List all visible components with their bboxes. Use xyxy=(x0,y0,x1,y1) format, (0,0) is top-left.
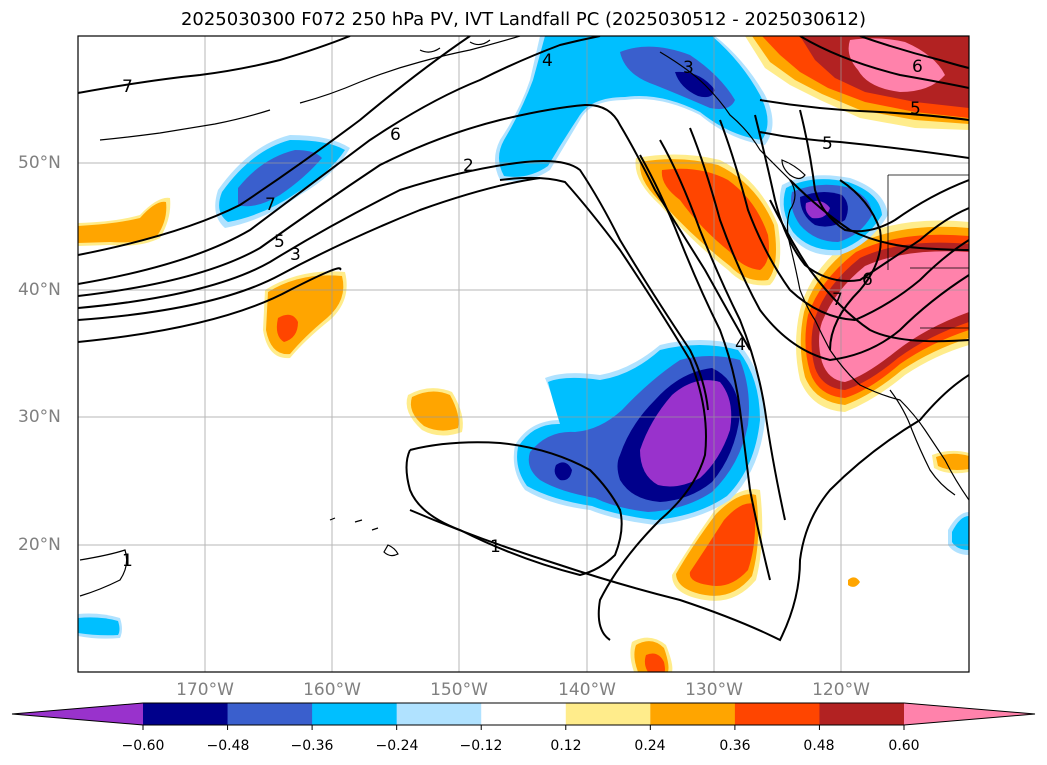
colorbar-tick: 0.36 xyxy=(719,738,751,754)
contour-label: 1 xyxy=(122,551,133,571)
lon-label-140w: 140°W xyxy=(558,680,616,700)
colorbar-tick: 0.12 xyxy=(550,738,582,754)
colorbar-segment xyxy=(819,703,905,725)
contour-label: 4 xyxy=(735,335,746,355)
contour-label: 3 xyxy=(290,245,301,265)
colorbar-segment xyxy=(312,703,398,725)
colorbar-tick: −0.36 xyxy=(290,738,334,754)
contour-label: 6 xyxy=(390,125,401,145)
filled-anomaly-layer xyxy=(78,36,969,672)
colorbar-tick: −0.12 xyxy=(459,738,503,754)
lon-label-170w: 170°W xyxy=(176,680,234,700)
lon-label-160w: 160°W xyxy=(303,680,361,700)
colorbar-tick: 0.24 xyxy=(634,738,666,754)
colorbar-segment xyxy=(481,703,567,725)
contour-label: 5 xyxy=(822,134,833,154)
colorbar xyxy=(11,702,1036,730)
lon-label-120w: 120°W xyxy=(812,680,870,700)
contour-label: 5 xyxy=(910,99,921,119)
colorbar-tick: −0.48 xyxy=(206,738,250,754)
lat-label-40n: 40°N xyxy=(18,280,61,300)
colorbar-segment xyxy=(12,703,143,725)
contour-labels: 7 6 2 4 3 5 7 5 3 1 1 6 5 6 7 4 xyxy=(122,51,923,571)
colorbar-tick: 0.48 xyxy=(803,738,835,754)
contour-lines xyxy=(78,36,969,642)
contour-label: 4 xyxy=(542,51,553,71)
lon-label-130w: 130°W xyxy=(685,680,743,700)
lat-label-50n: 50°N xyxy=(18,153,61,173)
map-frame xyxy=(77,35,970,673)
contour-label: 1 xyxy=(490,537,501,557)
colorbar-segment xyxy=(565,703,651,725)
colorbar-tick: 0.60 xyxy=(888,738,920,754)
colorbar-segment xyxy=(904,703,1035,725)
colorbar-segment xyxy=(396,703,482,725)
lat-label-20n: 20°N xyxy=(18,535,61,555)
contour-label: 5 xyxy=(274,232,285,252)
colorbar-tick: −0.24 xyxy=(375,738,419,754)
contour-label: 6 xyxy=(862,270,873,290)
lat-label-30n: 30°N xyxy=(18,407,61,427)
colorbar-segment xyxy=(650,703,736,725)
colorbar-segment xyxy=(227,703,313,725)
contour-label: 7 xyxy=(832,290,843,310)
contour-label: 3 xyxy=(683,58,694,78)
contour-label: 6 xyxy=(912,57,923,77)
contour-label: 7 xyxy=(122,77,133,97)
contour-label: 7 xyxy=(265,195,276,215)
map-title: 2025030300 F072 250 hPa PV, IVT Landfall… xyxy=(180,9,867,30)
contour-label: 2 xyxy=(463,156,474,176)
colorbar-tick: −0.60 xyxy=(121,738,165,754)
colorbar-segment xyxy=(143,703,229,725)
lon-label-150w: 150°W xyxy=(430,680,488,700)
colorbar-segment xyxy=(734,703,820,725)
